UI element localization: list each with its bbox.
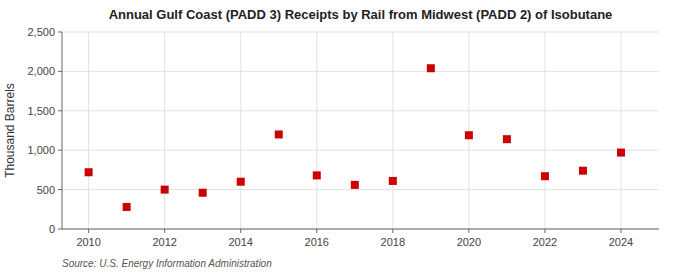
axes: 0 500 1,000 1,500 2,000 2,500 2010 2012 2014 2016… (27, 26, 659, 248)
point (237, 178, 245, 186)
grid-line (544, 32, 545, 229)
grid-line (240, 32, 241, 229)
chart: Annual Gulf Coast (PADD 3) Receipts by R… (0, 0, 675, 275)
tick-label: 2014 (228, 236, 252, 248)
tick-label: 500 (37, 184, 55, 196)
tick (58, 32, 62, 33)
grid-line (164, 32, 165, 229)
marks (85, 64, 625, 211)
grid-line (62, 71, 659, 72)
title: Annual Gulf Coast (PADD 3) Receipts by R… (109, 7, 613, 22)
point (579, 167, 587, 175)
tick-label: 2024 (609, 236, 633, 248)
point (389, 177, 397, 185)
point (85, 168, 93, 176)
grid (62, 32, 659, 229)
tick-label: 2012 (152, 236, 176, 248)
grid-line (62, 150, 659, 151)
tick-label: 2,500 (27, 26, 55, 38)
tick (164, 229, 165, 233)
tick (392, 229, 393, 233)
tick (316, 229, 317, 233)
tick-label: 2020 (457, 236, 481, 248)
tick (88, 229, 89, 233)
point (465, 131, 473, 139)
point (351, 181, 359, 189)
grid-line (316, 32, 317, 229)
tick (58, 150, 62, 151)
point (503, 135, 511, 143)
tick (468, 229, 469, 233)
tick (58, 189, 62, 190)
tick-label: 2022 (533, 236, 557, 248)
grid-line (62, 110, 659, 111)
tick (58, 229, 62, 230)
grid-line (468, 32, 469, 229)
grid-line (88, 32, 89, 229)
point (123, 203, 131, 211)
tick-label: 0 (49, 223, 55, 235)
tick-label: 2016 (305, 236, 329, 248)
tick (240, 229, 241, 233)
tick (544, 229, 545, 233)
tick-label: 2,000 (27, 65, 55, 77)
grid-line (62, 32, 659, 33)
axis-label: Thousand Barrels (3, 83, 17, 178)
tick (58, 110, 62, 111)
tick (58, 71, 62, 72)
source: Source: U.S. Energy Information Administ… (62, 258, 272, 269)
tick-label: 2010 (76, 236, 100, 248)
tick-label: 2018 (381, 236, 405, 248)
tick-label: 1,000 (27, 144, 55, 156)
tick (620, 229, 621, 233)
point (427, 64, 435, 72)
point (541, 172, 549, 180)
grid-line (620, 32, 621, 229)
y-axis-line (62, 32, 63, 229)
point (161, 186, 169, 194)
point (199, 189, 207, 197)
grid-line (62, 229, 659, 230)
point (313, 171, 321, 179)
grid-line (392, 32, 393, 229)
grid-line (62, 189, 659, 190)
tick-label: 1,500 (27, 105, 55, 117)
point (617, 149, 625, 157)
point (275, 130, 283, 138)
x-axis-line (62, 229, 659, 230)
